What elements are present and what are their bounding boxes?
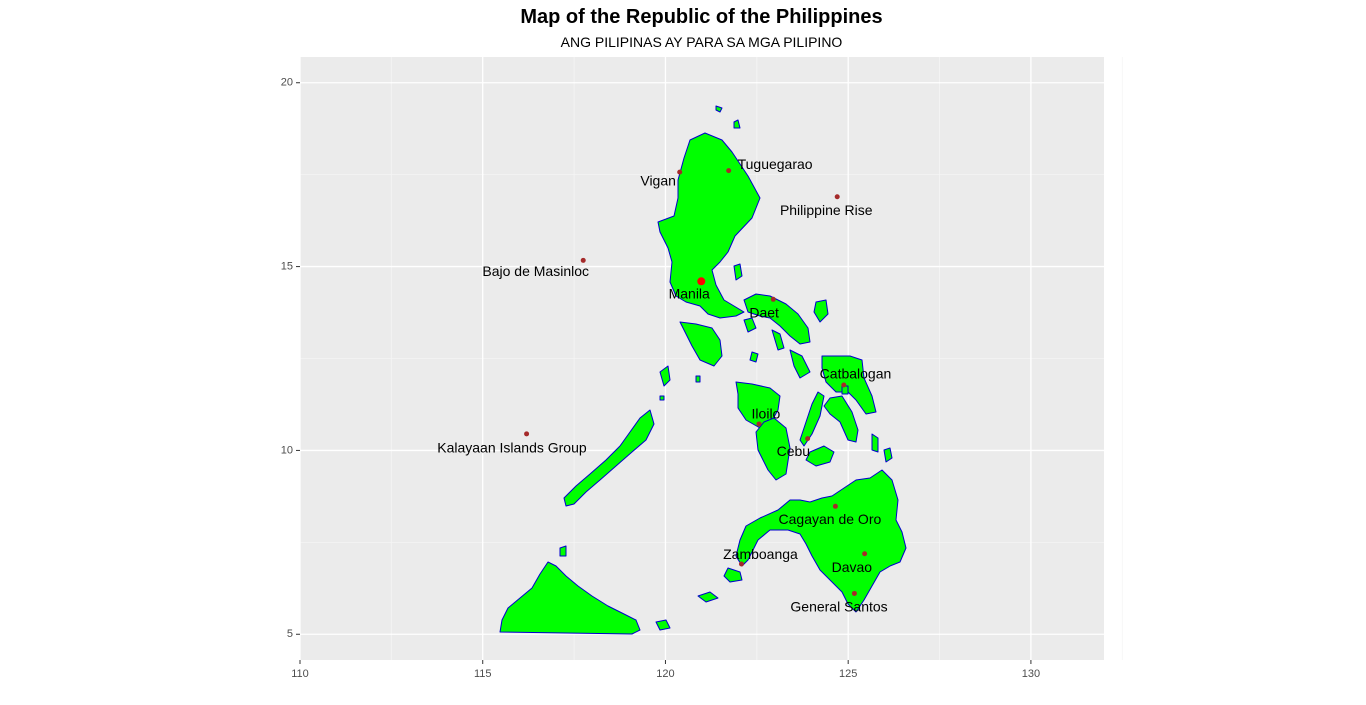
map-subtitle: ANG PILIPINAS AY PARA SA MGA PILIPINO <box>560 34 843 50</box>
place-marker <box>851 590 857 596</box>
island-siargao <box>883 447 893 463</box>
place-label: General Santos <box>790 598 887 614</box>
x-tick-label: 130 <box>1022 668 1040 680</box>
island-palawan <box>563 409 655 507</box>
island-negros <box>755 417 791 481</box>
place-marker <box>524 431 530 437</box>
map-title: Map of the Republic of the Philippines <box>520 6 883 28</box>
place-label: Iloilo <box>752 405 781 421</box>
place-label: Tuguegarao <box>738 156 813 172</box>
place-label: Kalayaan Islands Group <box>437 439 587 455</box>
island-cebu <box>799 391 825 447</box>
place-label: Zamboanga <box>723 546 798 562</box>
island-sulu <box>697 591 719 603</box>
place-marker <box>738 561 744 567</box>
place-marker <box>805 436 811 442</box>
y-axis: 5 10 15 20 <box>281 77 300 640</box>
island-babuyan <box>733 119 741 129</box>
island-small-1 <box>659 395 665 401</box>
place-label: Bajo de Masinloc <box>482 263 589 279</box>
island-batanes <box>715 105 723 113</box>
place-marker <box>677 169 683 175</box>
island-basilan <box>723 567 743 583</box>
island-mindanao <box>735 469 907 613</box>
island-dinagat <box>871 433 879 453</box>
island-marinduque <box>743 317 757 333</box>
place-marker <box>834 194 840 200</box>
place-label: Daet <box>749 304 779 320</box>
island-bohol <box>805 445 835 467</box>
island-samar <box>821 355 877 415</box>
x-axis: 110 115 120 125 130 <box>291 660 1040 680</box>
place-marker <box>580 257 586 263</box>
place-label: Cebu <box>777 443 810 459</box>
place-labels: Tuguegarao Vigan Philippine Rise Bajo de Ma… <box>437 156 891 614</box>
place-marker <box>862 551 868 557</box>
y-tick-label: 10 <box>281 444 293 456</box>
island-leyte <box>823 395 859 443</box>
place-marker <box>832 503 838 509</box>
x-tick-label: 115 <box>474 668 492 680</box>
y-tick-label: 5 <box>287 628 293 640</box>
place-label: Catbalogan <box>820 366 892 382</box>
island-tawi-tawi <box>655 619 671 631</box>
island-masbate <box>789 349 811 379</box>
place-markers <box>524 168 868 596</box>
island-luzon <box>657 132 761 319</box>
place-label: Cagayan de Oro <box>779 511 882 527</box>
island-catanduanes <box>813 299 829 323</box>
x-tick-label: 110 <box>291 668 309 680</box>
island-burias <box>771 329 785 351</box>
place-label: Vigan <box>640 173 676 189</box>
x-tick-label: 120 <box>656 668 674 680</box>
place-marker <box>756 421 762 427</box>
island-busuanga <box>659 365 671 387</box>
island-mindoro <box>679 321 723 367</box>
place-label: Manila <box>669 286 710 302</box>
place-marker <box>841 382 847 388</box>
island-cuyo <box>695 375 701 383</box>
x-tick-label: 125 <box>839 668 857 680</box>
place-marker <box>770 296 776 302</box>
y-tick-label: 15 <box>281 260 293 272</box>
y-tick-label: 20 <box>281 77 293 89</box>
place-marker <box>726 168 732 174</box>
place-label: Philippine Rise <box>780 202 873 218</box>
island-small-2 <box>559 545 567 557</box>
place-marker <box>697 277 706 286</box>
place-label: Davao <box>832 559 873 575</box>
island-polillo <box>733 263 743 281</box>
philippine-landmass <box>499 105 907 635</box>
island-romblon <box>749 351 759 363</box>
landmass-borneo-tip <box>499 561 641 635</box>
